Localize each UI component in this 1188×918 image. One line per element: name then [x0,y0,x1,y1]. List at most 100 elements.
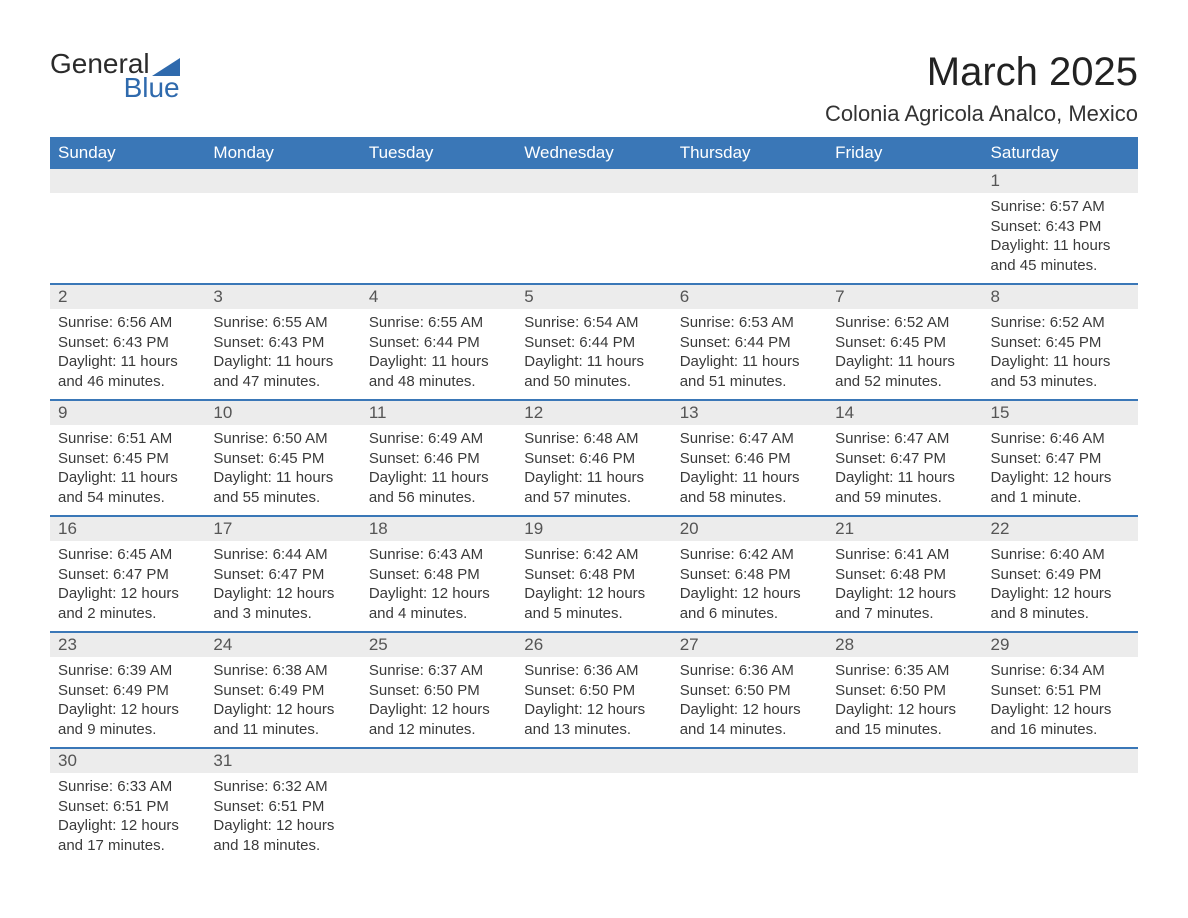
day-detail: Sunrise: 6:44 AM Sunset: 6:47 PM Dayligh… [205,541,360,632]
day-detail: Sunrise: 6:42 AM Sunset: 6:48 PM Dayligh… [672,541,827,632]
day-detail [516,193,671,284]
day-number: 20 [672,516,827,541]
day-detail-row: Sunrise: 6:56 AM Sunset: 6:43 PM Dayligh… [50,309,1138,400]
day-detail: Sunrise: 6:34 AM Sunset: 6:51 PM Dayligh… [983,657,1138,748]
day-number: 23 [50,632,205,657]
day-number: 10 [205,400,360,425]
day-number [516,748,671,773]
logo: General Blue [50,50,180,102]
month-title: March 2025 [825,50,1138,95]
day-number: 12 [516,400,671,425]
day-detail-row: Sunrise: 6:51 AM Sunset: 6:45 PM Dayligh… [50,425,1138,516]
day-detail: Sunrise: 6:48 AM Sunset: 6:46 PM Dayligh… [516,425,671,516]
day-number: 26 [516,632,671,657]
day-detail: Sunrise: 6:52 AM Sunset: 6:45 PM Dayligh… [827,309,982,400]
day-detail: Sunrise: 6:56 AM Sunset: 6:43 PM Dayligh… [50,309,205,400]
day-number: 7 [827,284,982,309]
day-detail: Sunrise: 6:50 AM Sunset: 6:45 PM Dayligh… [205,425,360,516]
day-detail: Sunrise: 6:33 AM Sunset: 6:51 PM Dayligh… [50,773,205,863]
day-number [361,748,516,773]
day-number [50,169,205,193]
day-detail [672,193,827,284]
weekday-header-row: Sunday Monday Tuesday Wednesday Thursday… [50,137,1138,169]
calendar-table: Sunday Monday Tuesday Wednesday Thursday… [50,137,1138,863]
day-detail: Sunrise: 6:54 AM Sunset: 6:44 PM Dayligh… [516,309,671,400]
day-number: 27 [672,632,827,657]
day-detail: Sunrise: 6:55 AM Sunset: 6:43 PM Dayligh… [205,309,360,400]
day-detail: Sunrise: 6:41 AM Sunset: 6:48 PM Dayligh… [827,541,982,632]
day-number: 28 [827,632,982,657]
day-detail: Sunrise: 6:40 AM Sunset: 6:49 PM Dayligh… [983,541,1138,632]
day-detail [827,193,982,284]
weekday-header: Wednesday [516,137,671,169]
day-number-row: 1 [50,169,1138,193]
logo-text-blue: Blue [124,74,180,102]
day-detail-row: Sunrise: 6:39 AM Sunset: 6:49 PM Dayligh… [50,657,1138,748]
weekday-header: Thursday [672,137,827,169]
day-number: 13 [672,400,827,425]
day-detail: Sunrise: 6:52 AM Sunset: 6:45 PM Dayligh… [983,309,1138,400]
weekday-header: Monday [205,137,360,169]
day-detail: Sunrise: 6:36 AM Sunset: 6:50 PM Dayligh… [672,657,827,748]
day-number: 17 [205,516,360,541]
day-number: 16 [50,516,205,541]
day-detail: Sunrise: 6:39 AM Sunset: 6:49 PM Dayligh… [50,657,205,748]
day-detail [361,773,516,863]
day-detail: Sunrise: 6:49 AM Sunset: 6:46 PM Dayligh… [361,425,516,516]
logo-triangle-icon [152,58,180,76]
day-number: 1 [983,169,1138,193]
header: General Blue March 2025 Colonia Agricola… [50,50,1138,127]
day-number: 14 [827,400,982,425]
day-detail: Sunrise: 6:57 AM Sunset: 6:43 PM Dayligh… [983,193,1138,284]
day-detail-row: Sunrise: 6:57 AM Sunset: 6:43 PM Dayligh… [50,193,1138,284]
day-detail: Sunrise: 6:32 AM Sunset: 6:51 PM Dayligh… [205,773,360,863]
day-detail: Sunrise: 6:42 AM Sunset: 6:48 PM Dayligh… [516,541,671,632]
day-number [516,169,671,193]
day-detail: Sunrise: 6:46 AM Sunset: 6:47 PM Dayligh… [983,425,1138,516]
day-number [983,748,1138,773]
day-number: 8 [983,284,1138,309]
day-number [361,169,516,193]
day-number: 22 [983,516,1138,541]
title-block: March 2025 Colonia Agricola Analco, Mexi… [825,50,1138,127]
day-detail: Sunrise: 6:55 AM Sunset: 6:44 PM Dayligh… [361,309,516,400]
day-number: 21 [827,516,982,541]
day-detail: Sunrise: 6:45 AM Sunset: 6:47 PM Dayligh… [50,541,205,632]
day-detail: Sunrise: 6:36 AM Sunset: 6:50 PM Dayligh… [516,657,671,748]
day-detail [50,193,205,284]
day-number: 6 [672,284,827,309]
day-detail: Sunrise: 6:35 AM Sunset: 6:50 PM Dayligh… [827,657,982,748]
weekday-header: Tuesday [361,137,516,169]
day-detail [205,193,360,284]
day-detail [983,773,1138,863]
day-number: 29 [983,632,1138,657]
day-detail: Sunrise: 6:47 AM Sunset: 6:47 PM Dayligh… [827,425,982,516]
day-number: 9 [50,400,205,425]
day-detail: Sunrise: 6:38 AM Sunset: 6:49 PM Dayligh… [205,657,360,748]
day-detail [516,773,671,863]
day-number: 25 [361,632,516,657]
day-detail [827,773,982,863]
day-number: 3 [205,284,360,309]
day-number: 18 [361,516,516,541]
day-number-row: 9101112131415 [50,400,1138,425]
day-number: 4 [361,284,516,309]
day-number: 5 [516,284,671,309]
day-detail: Sunrise: 6:51 AM Sunset: 6:45 PM Dayligh… [50,425,205,516]
day-number [672,748,827,773]
weekday-header: Sunday [50,137,205,169]
day-number-row: 2345678 [50,284,1138,309]
day-number [827,748,982,773]
day-number: 15 [983,400,1138,425]
day-detail: Sunrise: 6:53 AM Sunset: 6:44 PM Dayligh… [672,309,827,400]
day-number [672,169,827,193]
day-number: 31 [205,748,360,773]
day-detail: Sunrise: 6:43 AM Sunset: 6:48 PM Dayligh… [361,541,516,632]
day-detail-row: Sunrise: 6:33 AM Sunset: 6:51 PM Dayligh… [50,773,1138,863]
weekday-header: Friday [827,137,982,169]
day-number: 11 [361,400,516,425]
day-number: 2 [50,284,205,309]
day-number-row: 16171819202122 [50,516,1138,541]
location: Colonia Agricola Analco, Mexico [825,101,1138,127]
day-detail-row: Sunrise: 6:45 AM Sunset: 6:47 PM Dayligh… [50,541,1138,632]
